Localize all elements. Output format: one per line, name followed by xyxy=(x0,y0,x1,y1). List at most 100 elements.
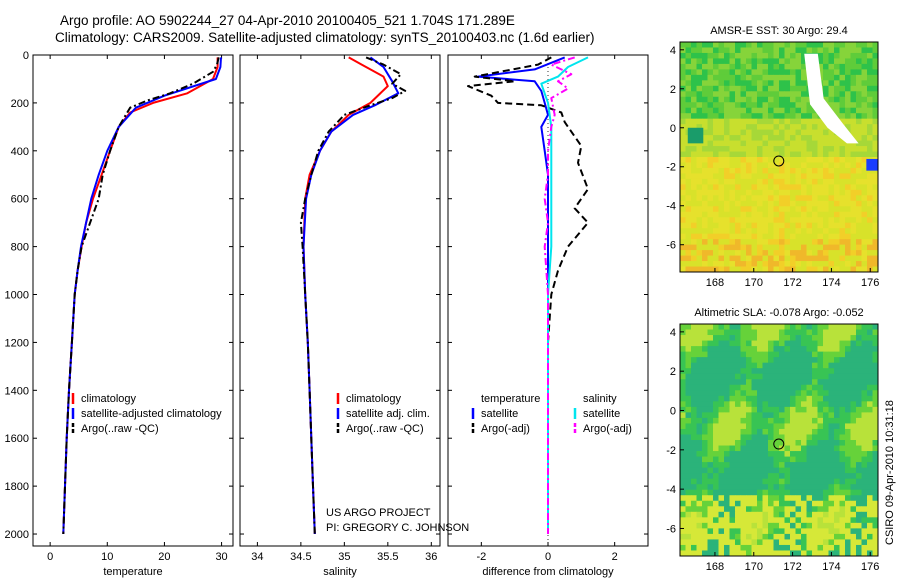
heatmap-cell xyxy=(685,107,692,114)
heatmap-cell xyxy=(680,390,686,397)
heatmap-cell xyxy=(718,200,725,207)
heatmap-cell xyxy=(713,42,719,48)
heatmap-cell xyxy=(856,528,862,535)
heatmap-cell xyxy=(812,118,818,125)
heatmap-cell xyxy=(762,489,769,496)
heatmap-cell xyxy=(729,42,736,48)
heatmap-cell xyxy=(707,417,714,424)
heatmap-cell xyxy=(812,428,818,435)
heatmap-cell xyxy=(839,228,846,235)
heatmap-cell xyxy=(856,113,862,120)
heatmap-cell xyxy=(762,473,769,480)
heatmap-cell xyxy=(757,102,763,109)
heatmap-cell xyxy=(867,473,873,480)
heatmap-cell xyxy=(839,140,846,147)
heatmap-cell xyxy=(872,107,879,114)
heatmap-cell xyxy=(779,173,785,180)
heatmap-cell xyxy=(718,118,725,125)
heatmap-cell xyxy=(872,184,879,191)
heatmap-cell xyxy=(696,550,703,557)
heatmap-cell xyxy=(828,373,835,380)
heatmap-cell xyxy=(746,522,752,529)
heatmap-cell xyxy=(845,178,851,185)
heatmap-cell xyxy=(768,178,774,185)
heatmap-cell xyxy=(757,178,763,185)
heatmap-cell xyxy=(856,217,862,224)
heatmap-cell xyxy=(779,85,785,92)
heatmap-cell xyxy=(768,107,774,114)
heatmap-cell xyxy=(773,544,780,551)
heatmap-cell xyxy=(713,329,719,336)
heatmap-cell xyxy=(872,58,879,65)
heatmap-cell xyxy=(707,151,714,158)
heatmap-cell xyxy=(856,80,862,87)
heatmap-cell xyxy=(762,74,769,81)
heatmap-cell xyxy=(713,445,719,452)
heatmap-cell xyxy=(768,406,774,413)
heatmap-cell xyxy=(751,357,758,364)
heatmap-cell xyxy=(757,162,763,169)
heatmap-cell xyxy=(707,428,714,435)
heatmap-cell xyxy=(867,195,873,202)
heatmap-cell xyxy=(867,440,873,446)
heatmap-cell xyxy=(696,412,703,419)
heatmap-cell xyxy=(768,118,774,125)
heatmap-cell xyxy=(740,324,747,330)
heatmap-cell xyxy=(784,189,791,196)
heatmap-cell xyxy=(735,85,741,92)
heatmap-cell xyxy=(746,85,752,92)
heatmap-cell xyxy=(856,107,862,114)
heatmap-cell xyxy=(691,107,697,114)
heatmap-cell xyxy=(845,250,851,256)
heatmap-cell xyxy=(828,544,835,551)
heatmap-cell xyxy=(773,85,780,92)
heatmap-cell xyxy=(718,167,725,174)
heatmap-cell xyxy=(685,335,692,341)
heatmap-cell xyxy=(801,423,807,430)
heatmap-cell xyxy=(828,261,835,267)
heatmap-cell xyxy=(839,195,846,202)
heatmap-cell xyxy=(746,440,752,446)
heatmap-cell xyxy=(861,113,868,120)
heatmap-cell xyxy=(762,102,769,109)
heatmap-cell xyxy=(872,473,879,480)
heatmap-cell xyxy=(685,266,692,273)
heatmap-cell xyxy=(806,478,813,485)
heatmap-cell xyxy=(680,195,686,202)
heatmap-cell xyxy=(790,217,796,224)
heatmap-cell xyxy=(784,42,791,48)
heatmap-cell xyxy=(850,528,857,535)
heatmap-cell xyxy=(806,428,813,435)
heatmap-cell xyxy=(751,456,758,463)
heatmap-cell xyxy=(768,102,774,109)
heatmap-cell xyxy=(729,184,736,191)
heatmap-cell xyxy=(806,162,813,169)
heatmap-cell xyxy=(746,96,752,103)
heatmap-cell xyxy=(696,124,703,131)
y-tick-label: 1800 xyxy=(5,481,29,493)
heatmap-cell xyxy=(790,178,796,185)
heatmap-cell xyxy=(757,456,763,463)
heatmap-cell xyxy=(861,324,868,330)
heatmap-cell xyxy=(817,244,824,251)
heatmap-cell xyxy=(850,233,857,240)
heatmap-cell xyxy=(828,63,835,70)
heatmap-cell xyxy=(762,428,769,435)
heatmap-cell xyxy=(779,489,785,496)
heatmap-cell xyxy=(867,379,873,386)
heatmap-cell xyxy=(751,85,758,92)
heatmap-cell xyxy=(801,140,807,147)
heatmap-cell xyxy=(735,423,741,430)
heatmap-cell xyxy=(680,533,686,540)
heatmap-cell xyxy=(790,522,796,529)
heatmap-cell xyxy=(724,484,730,491)
heatmap-cell xyxy=(872,42,879,48)
heatmap-cell xyxy=(845,373,851,380)
heatmap-cell xyxy=(724,47,730,54)
heatmap-cell xyxy=(751,495,758,502)
heatmap-cell xyxy=(872,178,879,185)
heatmap-cell xyxy=(790,195,796,202)
heatmap-cell xyxy=(801,80,807,87)
x-axis-label: temperature xyxy=(103,566,162,578)
heatmap-cell xyxy=(839,423,846,430)
